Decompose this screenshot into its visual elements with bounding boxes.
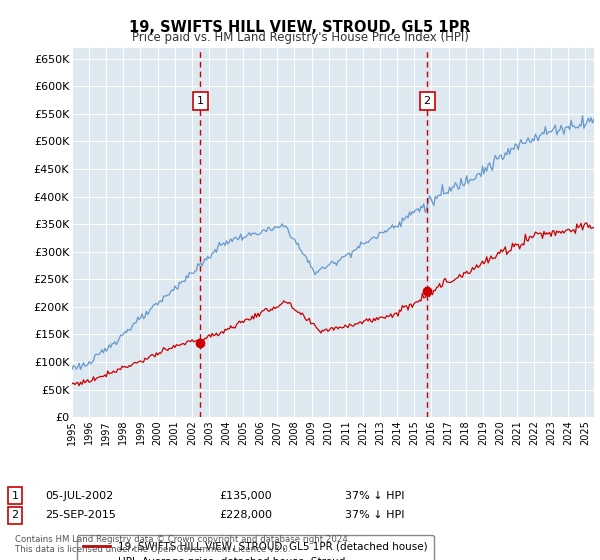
Text: 19, SWIFTS HILL VIEW, STROUD, GL5 1PR: 19, SWIFTS HILL VIEW, STROUD, GL5 1PR — [129, 20, 471, 35]
Text: 1: 1 — [197, 96, 204, 106]
Text: 2: 2 — [424, 96, 431, 106]
Text: 37% ↓ HPI: 37% ↓ HPI — [345, 510, 404, 520]
Legend: 19, SWIFTS HILL VIEW, STROUD, GL5 1PR (detached house), HPI: Average price, deta: 19, SWIFTS HILL VIEW, STROUD, GL5 1PR (d… — [77, 535, 434, 560]
Text: £228,000: £228,000 — [219, 510, 272, 520]
Text: Contains HM Land Registry data © Crown copyright and database right 2024.
This d: Contains HM Land Registry data © Crown c… — [15, 535, 350, 554]
Text: 2: 2 — [11, 510, 19, 520]
Text: £135,000: £135,000 — [219, 491, 272, 501]
Text: 1: 1 — [11, 491, 19, 501]
Text: Price paid vs. HM Land Registry's House Price Index (HPI): Price paid vs. HM Land Registry's House … — [131, 31, 469, 44]
Text: 37% ↓ HPI: 37% ↓ HPI — [345, 491, 404, 501]
Text: 25-SEP-2015: 25-SEP-2015 — [45, 510, 116, 520]
Text: 05-JUL-2002: 05-JUL-2002 — [45, 491, 113, 501]
